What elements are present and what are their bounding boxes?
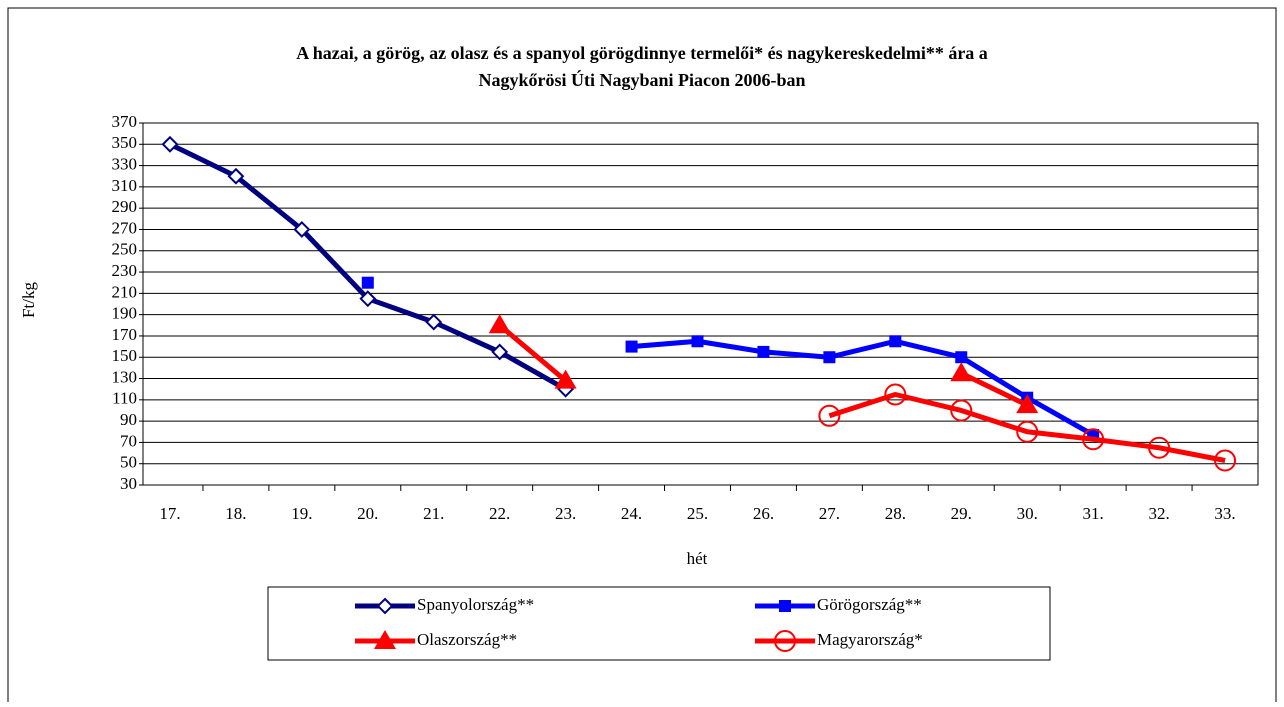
y-tick-label: 330: [112, 154, 138, 173]
marker: [818, 404, 841, 427]
x-tick-label: 17.: [159, 504, 180, 523]
marker: [779, 600, 791, 612]
series-line: [498, 323, 568, 383]
marker: [554, 369, 577, 389]
y-tick-label: 210: [112, 282, 138, 301]
y-tick-label: 270: [112, 218, 138, 237]
x-tick-label: 21.: [423, 504, 444, 523]
x-tick-label: 29.: [951, 504, 972, 523]
x-tick-label: 22.: [489, 504, 510, 523]
y-tick-label: 370: [112, 112, 138, 131]
legend-label: Görögország**: [817, 595, 922, 614]
chart-title: Nagykőrösi Úti Nagybani Piacon 2006-ban: [478, 69, 805, 90]
marker: [491, 343, 509, 361]
y-tick-label: 90: [120, 410, 137, 429]
legend-box: [267, 586, 1051, 661]
marker: [361, 276, 374, 289]
y-tick-label: 130: [112, 367, 138, 386]
x-axis-title: hét: [687, 549, 708, 568]
marker: [1016, 394, 1039, 414]
marker: [376, 597, 394, 615]
y-tick-label: 110: [112, 389, 137, 408]
series-line: [828, 392, 1226, 463]
y-tick-label: 190: [112, 304, 138, 323]
x-tick-label: 19.: [291, 504, 312, 523]
x-tick-label: 24.: [621, 504, 642, 523]
marker: [774, 630, 796, 652]
marker: [757, 345, 770, 358]
series-line: [960, 370, 1029, 408]
marker: [1214, 449, 1237, 472]
y-tick-label: 70: [120, 431, 137, 450]
marker: [1082, 428, 1105, 451]
marker: [625, 340, 638, 353]
marker: [823, 351, 836, 364]
marker: [425, 313, 443, 331]
legend-label: Olaszország**: [417, 630, 517, 649]
marker: [889, 335, 902, 348]
y-tick-label: 230: [112, 261, 138, 280]
x-tick-label: 27.: [819, 504, 840, 523]
x-tick-label: 20.: [357, 504, 378, 523]
legend-label: Spanyolország**: [417, 595, 534, 614]
y-tick-label: 250: [112, 240, 138, 259]
marker: [359, 290, 377, 308]
y-tick-label: 150: [112, 346, 138, 365]
x-tick-label: 26.: [753, 504, 774, 523]
x-tick-label: 32.: [1148, 504, 1169, 523]
marker: [1148, 436, 1171, 459]
marker: [884, 383, 907, 406]
marker: [955, 351, 968, 364]
y-tick-label: 290: [112, 197, 138, 216]
marker: [1016, 420, 1039, 443]
series-line: [631, 338, 1095, 438]
x-tick-label: 28.: [885, 504, 906, 523]
y-axis-title: Ft/kg: [19, 282, 38, 318]
marker: [691, 335, 704, 348]
marker: [293, 221, 311, 238]
marker: [950, 362, 973, 382]
y-tick-label: 350: [112, 133, 138, 152]
x-tick-label: 25.: [687, 504, 708, 523]
marker: [488, 314, 511, 334]
marker: [374, 630, 396, 649]
y-tick-label: 50: [120, 453, 137, 472]
chart-title: A hazai, a görög, az olasz és a spanyol …: [296, 43, 988, 63]
marker: [227, 167, 245, 185]
x-tick-label: 18.: [225, 504, 246, 523]
x-tick-label: 23.: [555, 504, 576, 523]
legend-label: Magyarország*: [817, 630, 923, 649]
y-tick-label: 310: [112, 176, 138, 195]
x-tick-label: 30.: [1017, 504, 1038, 523]
marker: [950, 399, 973, 422]
marker: [161, 135, 179, 153]
x-tick-label: 31.: [1083, 504, 1104, 523]
y-tick-label: 170: [112, 325, 138, 344]
y-tick-label: 30: [120, 474, 137, 493]
x-tick-label: 33.: [1214, 504, 1235, 523]
